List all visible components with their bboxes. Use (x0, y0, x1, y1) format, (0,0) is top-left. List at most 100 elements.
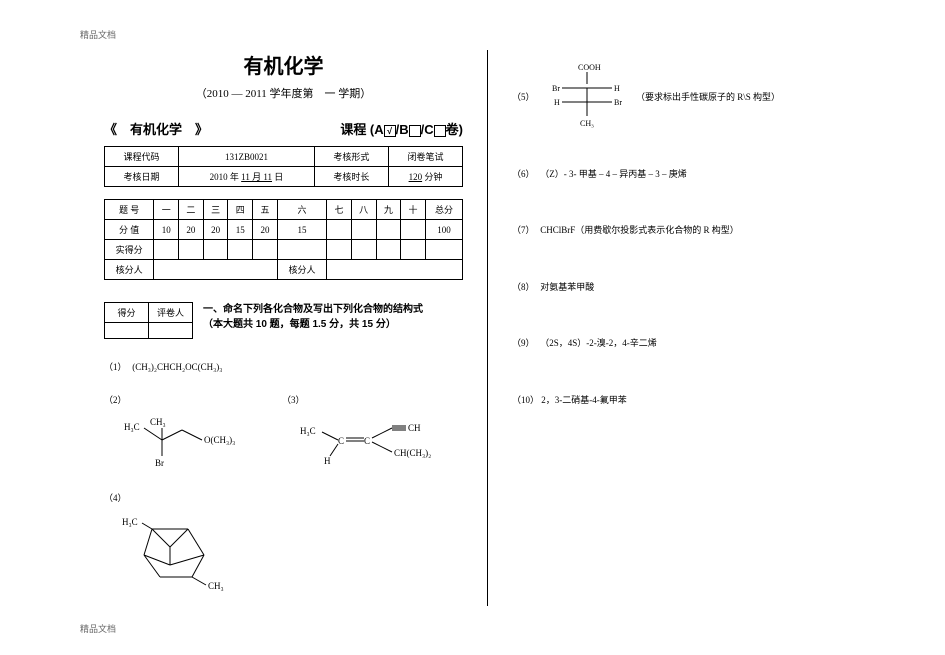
cell: 题 号 (105, 200, 154, 220)
cell (351, 220, 376, 240)
cell: 总分 (425, 200, 462, 220)
cell (376, 240, 401, 260)
question-3: （3） H₃C C C CH C (282, 384, 440, 478)
lbl: H (614, 84, 620, 93)
cell: 15 (277, 220, 326, 240)
lbl: CH(CH₃)₂ (394, 448, 431, 458)
cell (253, 240, 278, 260)
cell: 四 (228, 200, 253, 220)
t: 2010 年 (210, 172, 239, 182)
cell (277, 240, 326, 260)
t: （本大题共 10 题，每题 1.5 分，共 15 分） (203, 317, 423, 332)
lbl: COOH (578, 63, 601, 72)
cell: 20 (179, 220, 204, 240)
q-num: （8） (512, 281, 538, 294)
structure-5: COOH Br H H Br CH₃ (552, 60, 622, 134)
cell: 八 (351, 200, 376, 220)
cell: 核分人 (277, 260, 326, 280)
cell: 评卷人 (149, 303, 193, 323)
t: 分钟 (422, 172, 442, 182)
course-name: 《 有机化学 》 (104, 119, 208, 138)
checkbox-a: √ (384, 125, 396, 137)
cell: 实得分 (105, 240, 154, 260)
question-10: （10） 2，3-二硝基-4-氟甲苯 (512, 394, 871, 407)
q-text: （Z）- 3- 甲基 – 4 – 异丙基 – 3 – 庚烯 (540, 169, 687, 179)
lbl: CH₃ (208, 581, 224, 591)
t: 11 月 11 (241, 172, 272, 182)
cell: 考核时长 (314, 167, 388, 187)
question-1: （1） (CH₃)₂CHCH₂OC(CH₃)₃ (104, 361, 463, 374)
cell: 十 (401, 200, 426, 220)
cell: 考核日期 (105, 167, 179, 187)
cell (401, 240, 426, 260)
cell: 20 (203, 220, 228, 240)
structure-2: H₃C CH₃ Br O(CH₃)₃ (122, 416, 262, 474)
course-line: 《 有机化学 》 课程 (A√/B/C卷) (104, 119, 463, 138)
q-num: （10） (512, 394, 539, 407)
cell: 得分 (105, 303, 149, 323)
page: 有机化学 （2010 — 2011 学年度第 一 学期） 《 有机化学 》 课程… (0, 0, 945, 646)
cell: 二 (179, 200, 204, 220)
lbl: H (554, 98, 560, 107)
q-num: （1） (104, 361, 130, 374)
cell: 九 (376, 200, 401, 220)
q-num: （9） (512, 337, 538, 350)
info-table: 课程代码 131ZB0021 考核形式 闭卷笔试 考核日期 2010 年 11 … (104, 146, 463, 187)
q-num: （5） (512, 91, 538, 104)
watermark-bottom: 精品文档 (80, 622, 116, 635)
q-text: 2，3-二硝基-4-氟甲苯 (541, 395, 627, 405)
question-7: （7） CHClBrF（用费歇尔投影式表示化合物的 R 构型） (512, 224, 871, 237)
section-1-header: 得分 评卷人 一、命名下列各化合物及写出下列化合物的结构式 （本大题共 10 题… (104, 302, 463, 349)
cell (154, 260, 277, 280)
lbl: C (364, 436, 370, 446)
q-num: （6） (512, 168, 538, 181)
t: 一、命名下列各化合物及写出下列化合物的结构式 (203, 302, 423, 317)
lbl: Br (614, 98, 622, 107)
q-text: （2S，4S）-2-溴-2，4-辛二烯 (540, 338, 657, 348)
lbl: O(CH₃)₃ (204, 435, 235, 445)
cell: 10 (154, 220, 179, 240)
label-end: 卷) (446, 122, 463, 137)
q-text: (CH₃)₂CHCH₂OC(CH₃)₃ (132, 362, 222, 372)
column-right: （5） COOH Br H H Br CH₃ （要求标出手性碳原子的 R\S 构… (488, 50, 885, 606)
section-1-title: 一、命名下列各化合物及写出下列化合物的结构式 （本大题共 10 题，每题 1.5… (203, 302, 423, 332)
q-num: （3） (282, 394, 308, 407)
cell (105, 323, 149, 339)
t: 120 (409, 172, 423, 182)
lbl: CH₃ (580, 119, 594, 128)
cell: 闭卷笔试 (388, 147, 462, 167)
cell: 一 (154, 200, 179, 220)
lbl: CH (408, 423, 421, 433)
course-paper: 课程 (A√/B/C卷) (340, 119, 463, 138)
question-4: （4） (104, 492, 463, 505)
cell (425, 240, 462, 260)
lbl: H₃C (122, 517, 138, 527)
checkbox-c (434, 125, 446, 137)
lbl: C (338, 436, 344, 446)
cell: 七 (327, 200, 352, 220)
question-9: （9） （2S，4S）-2-溴-2，4-辛二烯 (512, 337, 871, 350)
lbl: Br (552, 84, 560, 93)
cell (401, 220, 426, 240)
cell: 课程代码 (105, 147, 179, 167)
t: 日 (274, 172, 283, 182)
q-num: （7） (512, 224, 538, 237)
page-subtitle: （2010 — 2011 学年度第 一 学期） (104, 85, 463, 101)
cell (149, 323, 193, 339)
checkbox-b (409, 125, 421, 137)
cell (228, 240, 253, 260)
lbl: H₃C (300, 426, 316, 436)
q-num: （2） (104, 394, 130, 407)
q-num: （4） (104, 492, 130, 505)
row-q2-q3: （2） H₃C CH₃ Br O(CH₃)₃ （3 (104, 384, 463, 483)
cell: 20 (253, 220, 278, 240)
label-b: /B (396, 122, 409, 137)
cell (376, 220, 401, 240)
question-5: （5） COOH Br H H Br CH₃ （要求标出手性碳原子的 R\S 构… (512, 60, 871, 134)
cell: 三 (203, 200, 228, 220)
cell: 120 分钟 (388, 167, 462, 187)
cell (203, 240, 228, 260)
cell (327, 220, 352, 240)
cell: 2010 年 11 月 11 日 (179, 167, 315, 187)
page-title: 有机化学 (104, 50, 463, 79)
